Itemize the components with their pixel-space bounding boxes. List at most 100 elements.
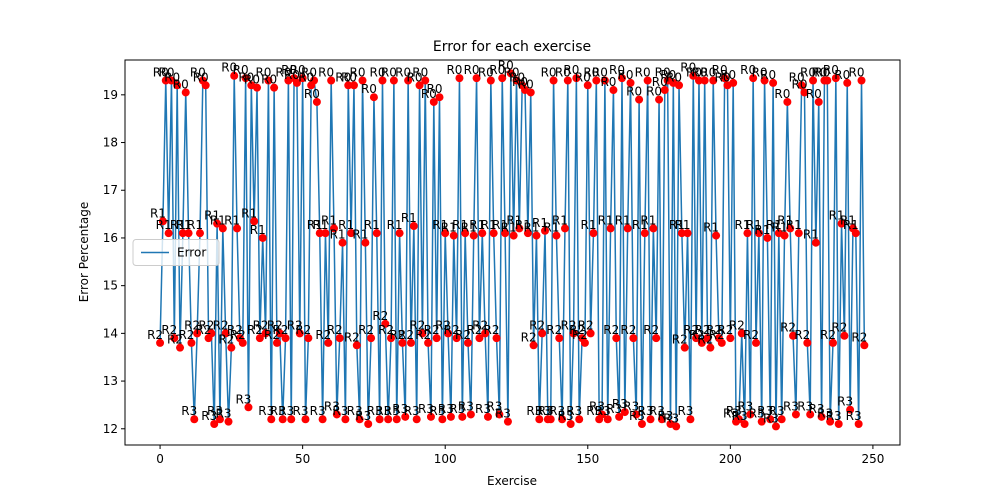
point	[347, 229, 356, 238]
point	[344, 81, 353, 90]
point	[272, 338, 281, 347]
x-tick-label: 100	[434, 452, 457, 466]
point-label: R2	[344, 330, 360, 344]
point	[777, 415, 786, 424]
point	[734, 415, 743, 424]
point-label: R0	[666, 70, 682, 84]
point-label: R3	[347, 404, 363, 418]
point-label: R0	[284, 68, 300, 82]
point-label: R3	[726, 404, 742, 418]
point	[292, 78, 301, 87]
point	[637, 420, 646, 429]
point	[221, 329, 230, 338]
point-label: R1	[364, 218, 380, 232]
point-label: R1	[307, 218, 323, 232]
point	[253, 83, 262, 92]
point-label: R0	[563, 63, 579, 77]
point	[455, 74, 464, 83]
point-label: R1	[532, 216, 548, 230]
point-label: R3	[375, 404, 391, 418]
point-label: R0	[720, 68, 736, 82]
point	[404, 76, 413, 85]
point-label: R1	[250, 223, 266, 237]
point	[526, 88, 535, 97]
point-label: R3	[438, 402, 454, 416]
point-label: R1	[552, 213, 568, 227]
point-label: R3	[826, 409, 842, 423]
point	[826, 417, 835, 426]
point	[278, 415, 287, 424]
point	[201, 81, 210, 90]
point	[789, 331, 798, 340]
point-label: R2	[620, 323, 636, 337]
point-label: R3	[526, 404, 542, 418]
point-label: R0	[752, 66, 768, 80]
point-label: R2	[167, 333, 183, 347]
point-label: R3	[535, 404, 551, 418]
point-label: R0	[298, 70, 314, 84]
point	[643, 76, 652, 85]
point	[786, 224, 795, 233]
point	[694, 76, 703, 85]
point-label: R0	[692, 66, 708, 80]
point-label: R3	[404, 404, 420, 418]
point-label: R2	[455, 328, 471, 342]
point-label: R2	[184, 318, 200, 332]
y-tick-label: 18	[103, 136, 118, 150]
point	[372, 229, 381, 238]
point-label: R2	[409, 318, 425, 332]
point	[712, 231, 721, 240]
point	[176, 343, 185, 352]
point	[181, 88, 190, 97]
point-label: R0	[680, 61, 696, 75]
point	[851, 229, 860, 238]
point-label: R1	[224, 213, 240, 227]
point-label: R2	[435, 318, 451, 332]
point-label: R2	[717, 323, 733, 337]
point	[529, 341, 538, 350]
point-label: R0	[446, 63, 462, 77]
point-label: R0	[421, 87, 437, 101]
point-label: R2	[706, 323, 722, 337]
point	[857, 76, 866, 85]
point	[418, 329, 427, 338]
point-label: R1	[352, 228, 368, 242]
point	[315, 229, 324, 238]
point	[797, 81, 806, 90]
point	[552, 231, 561, 240]
point	[655, 95, 664, 104]
y-tick-label: 14	[103, 326, 118, 340]
point-label: R0	[774, 87, 790, 101]
point	[840, 331, 849, 340]
point-label: R1	[452, 218, 468, 232]
point	[195, 229, 204, 238]
point-label: R1	[204, 209, 220, 223]
point	[640, 229, 649, 238]
point-label: R0	[190, 66, 206, 80]
point	[446, 412, 455, 421]
point-label: R1	[501, 221, 517, 235]
point	[600, 76, 609, 85]
y-tick-label: 15	[103, 279, 118, 293]
point-label: R0	[652, 75, 668, 89]
point	[720, 74, 729, 83]
point	[486, 76, 495, 85]
point	[321, 229, 330, 238]
point	[737, 329, 746, 338]
point	[598, 410, 607, 419]
point-label: R0	[233, 63, 249, 77]
point-label: R1	[734, 218, 750, 232]
point-label: R3	[837, 395, 853, 409]
point	[478, 229, 487, 238]
point	[426, 412, 435, 421]
point-label: R1	[176, 218, 192, 232]
point-label: R2	[851, 330, 867, 344]
point	[310, 76, 319, 85]
point-label: R1	[703, 221, 719, 235]
point-label: R1	[187, 218, 203, 232]
point-label: R1	[515, 218, 531, 232]
point	[335, 334, 344, 343]
point	[754, 229, 763, 238]
point-label: R3	[769, 404, 785, 418]
